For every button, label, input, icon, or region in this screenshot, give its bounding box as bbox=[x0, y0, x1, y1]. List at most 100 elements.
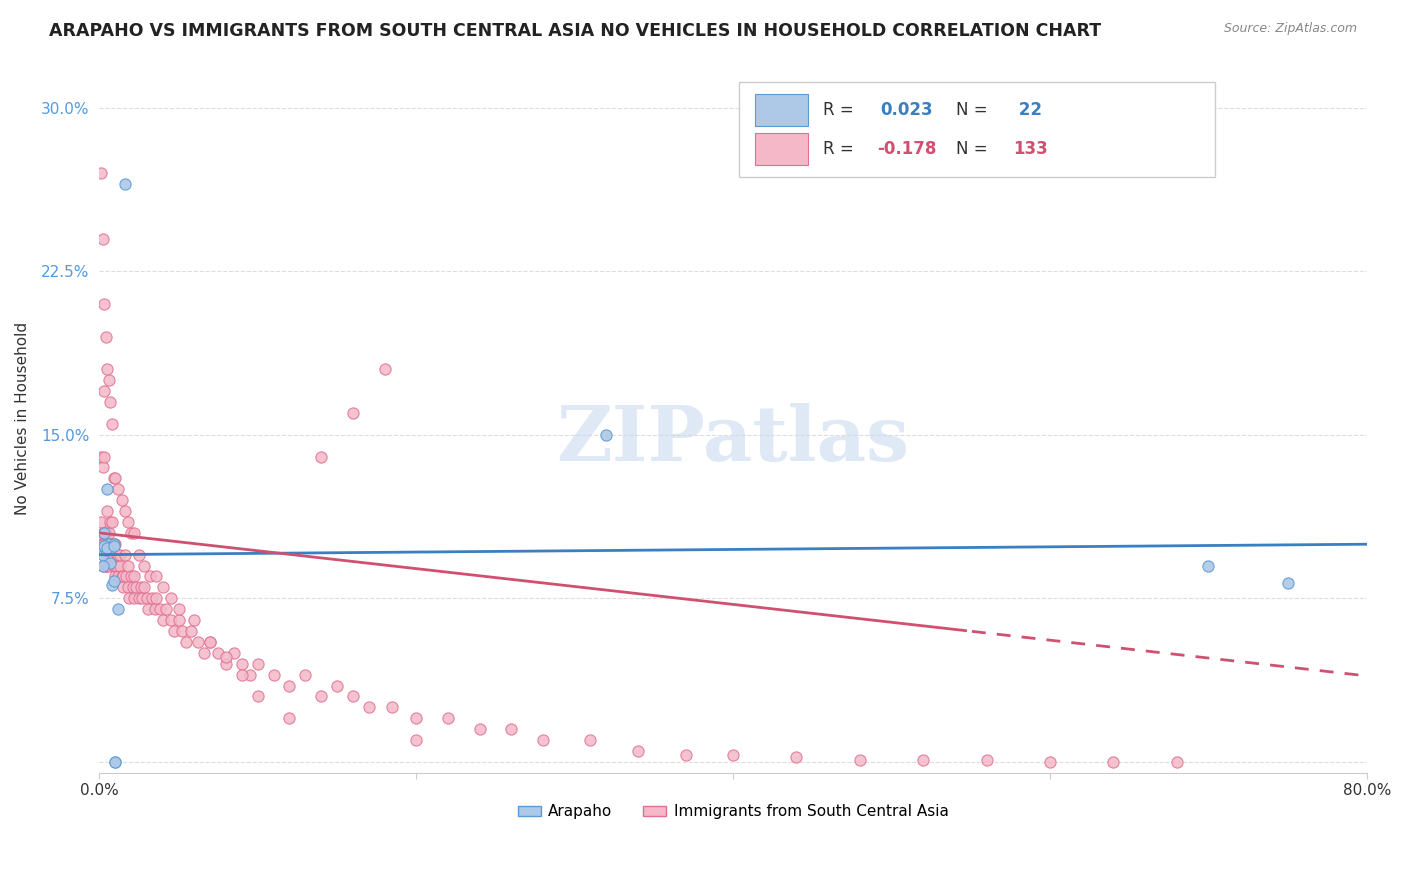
Point bbox=[207, 646, 229, 660]
Point bbox=[91, 231, 114, 245]
Point bbox=[357, 700, 380, 714]
Point bbox=[145, 569, 167, 583]
Point bbox=[91, 558, 114, 573]
Point bbox=[468, 722, 491, 736]
Point bbox=[96, 548, 118, 562]
Text: -0.178: -0.178 bbox=[877, 140, 936, 158]
Text: 0.023: 0.023 bbox=[880, 101, 932, 120]
Point bbox=[96, 541, 118, 556]
Point bbox=[122, 591, 145, 606]
Point bbox=[122, 569, 145, 583]
FancyBboxPatch shape bbox=[755, 133, 808, 165]
Point bbox=[97, 537, 120, 551]
Point bbox=[263, 667, 285, 681]
Point bbox=[118, 591, 141, 606]
Point bbox=[91, 558, 114, 573]
Point bbox=[215, 657, 238, 671]
Point bbox=[183, 613, 205, 627]
Point bbox=[373, 362, 395, 376]
Point bbox=[152, 581, 174, 595]
Point bbox=[96, 483, 118, 497]
Point bbox=[104, 569, 127, 583]
Point bbox=[94, 558, 117, 573]
Point bbox=[97, 548, 120, 562]
Point bbox=[107, 602, 129, 616]
Point bbox=[117, 558, 139, 573]
Point bbox=[278, 679, 301, 693]
Point bbox=[122, 525, 145, 540]
Point bbox=[437, 711, 460, 725]
Point bbox=[91, 460, 114, 475]
Point bbox=[138, 602, 160, 616]
Point bbox=[405, 711, 427, 725]
Point bbox=[103, 574, 125, 588]
Point bbox=[167, 602, 190, 616]
Text: Source: ZipAtlas.com: Source: ZipAtlas.com bbox=[1223, 22, 1357, 36]
Point bbox=[94, 537, 117, 551]
Point bbox=[1197, 558, 1219, 573]
Point bbox=[96, 504, 118, 518]
Point bbox=[381, 700, 404, 714]
Point bbox=[152, 613, 174, 627]
Point bbox=[91, 525, 114, 540]
Point bbox=[200, 635, 222, 649]
Point bbox=[215, 650, 238, 665]
Point bbox=[117, 581, 139, 595]
Point bbox=[132, 581, 155, 595]
Point bbox=[100, 541, 122, 556]
Point bbox=[294, 667, 316, 681]
Point bbox=[155, 602, 177, 616]
Point bbox=[103, 537, 125, 551]
Point bbox=[159, 591, 181, 606]
Point bbox=[135, 591, 157, 606]
Text: N =: N = bbox=[956, 140, 993, 158]
Point bbox=[108, 558, 131, 573]
Point bbox=[93, 525, 115, 540]
Point bbox=[94, 525, 117, 540]
Point bbox=[170, 624, 193, 638]
Point bbox=[129, 581, 152, 595]
Point bbox=[96, 558, 118, 573]
Point bbox=[93, 384, 115, 398]
Point bbox=[101, 417, 124, 431]
Point bbox=[675, 748, 697, 763]
Text: R =: R = bbox=[823, 140, 859, 158]
Text: R =: R = bbox=[823, 101, 859, 120]
Point bbox=[976, 753, 998, 767]
Point bbox=[100, 515, 122, 529]
Point bbox=[231, 667, 253, 681]
Point bbox=[100, 537, 122, 551]
Point bbox=[115, 569, 138, 583]
Point bbox=[105, 558, 128, 573]
Point bbox=[91, 548, 114, 562]
Point bbox=[326, 679, 349, 693]
Point bbox=[405, 733, 427, 747]
Point bbox=[104, 755, 127, 769]
Point bbox=[595, 427, 617, 442]
Point bbox=[148, 602, 170, 616]
Point bbox=[342, 406, 364, 420]
Point bbox=[114, 504, 136, 518]
Point bbox=[121, 581, 143, 595]
Point bbox=[309, 690, 332, 704]
Point bbox=[110, 569, 132, 583]
Text: 22: 22 bbox=[1014, 101, 1042, 120]
Point bbox=[94, 329, 117, 343]
Point bbox=[90, 450, 112, 464]
Point bbox=[309, 450, 332, 464]
Point bbox=[90, 166, 112, 180]
Point bbox=[104, 537, 127, 551]
Point bbox=[278, 711, 301, 725]
Point bbox=[342, 690, 364, 704]
Point bbox=[93, 537, 115, 551]
Point bbox=[131, 591, 153, 606]
Point bbox=[167, 613, 190, 627]
Point bbox=[100, 557, 122, 571]
Point bbox=[103, 558, 125, 573]
Point bbox=[97, 373, 120, 387]
Point bbox=[141, 591, 163, 606]
Point bbox=[107, 548, 129, 562]
Point bbox=[97, 558, 120, 573]
Point bbox=[159, 613, 181, 627]
FancyBboxPatch shape bbox=[740, 82, 1215, 178]
